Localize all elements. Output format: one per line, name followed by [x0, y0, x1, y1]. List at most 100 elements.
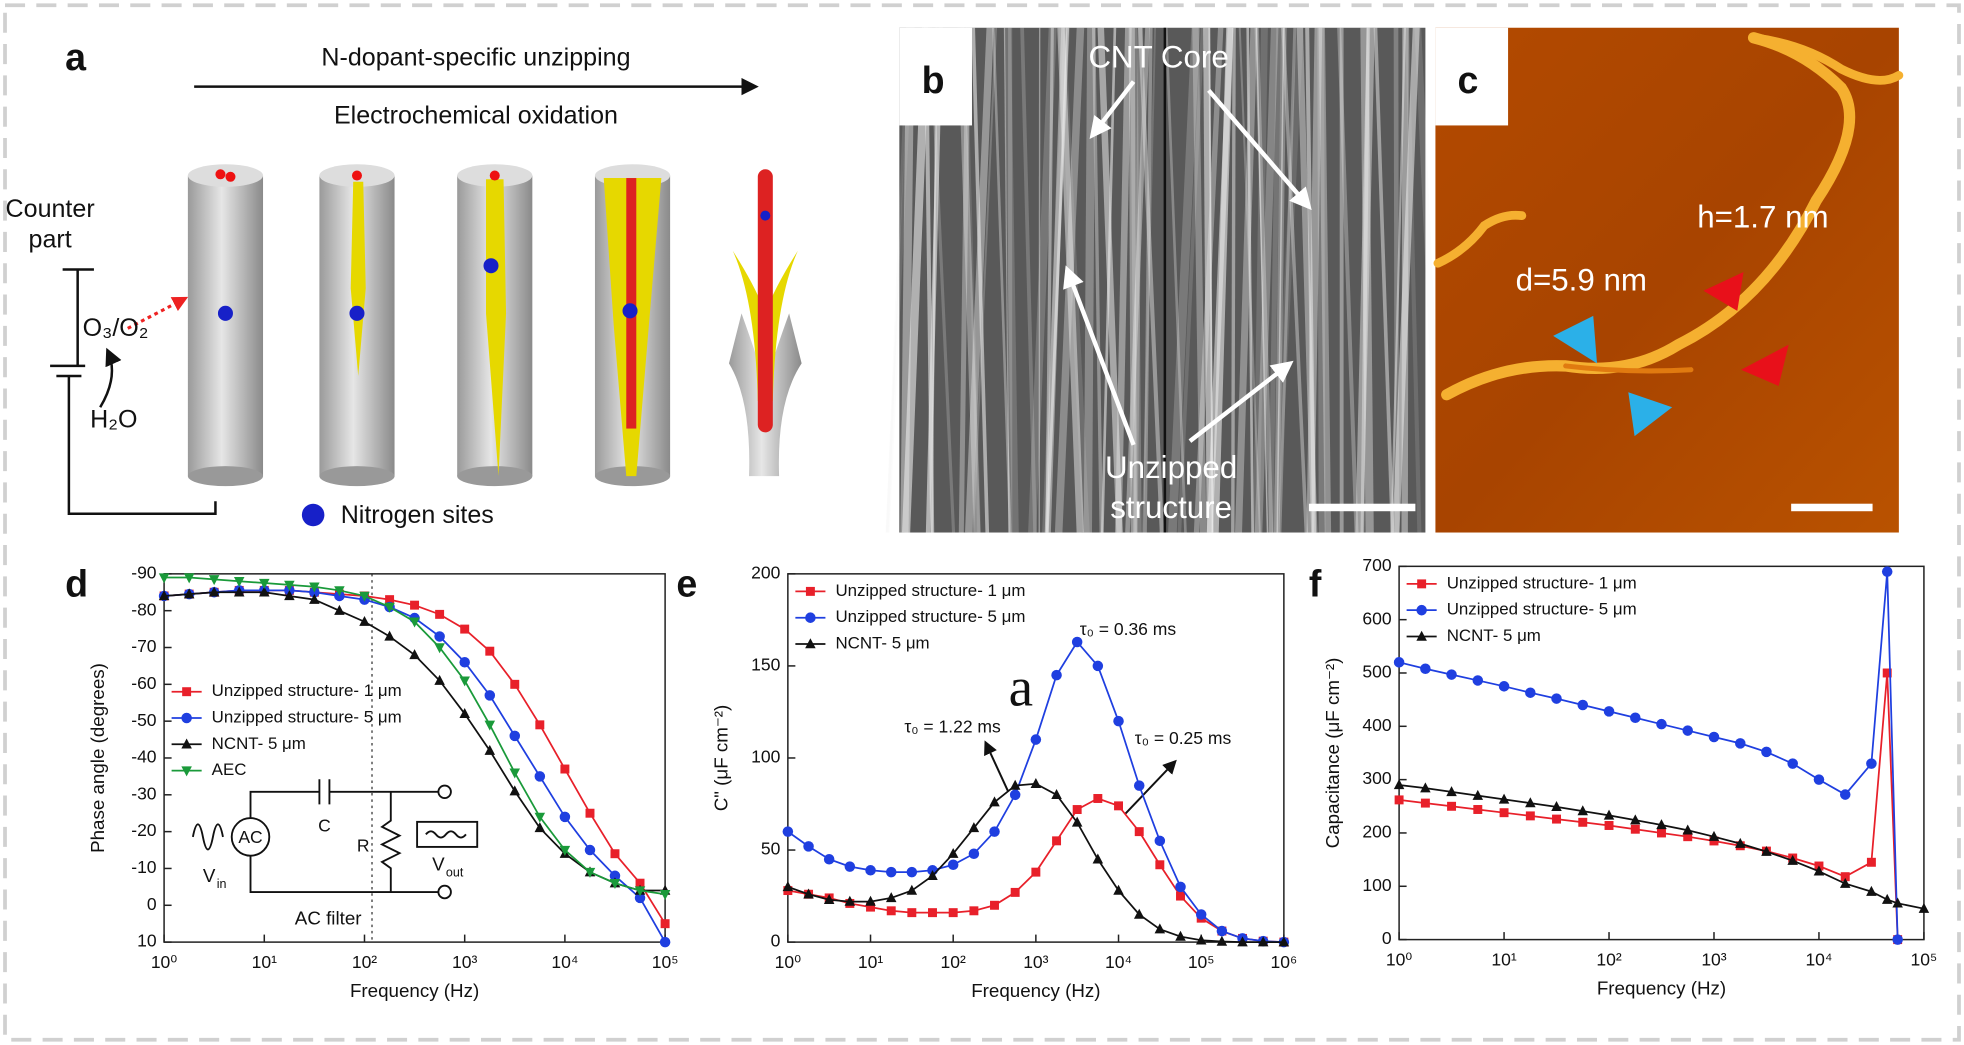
afm-image [1435, 27, 1899, 533]
marker [584, 867, 596, 878]
marker [233, 586, 245, 597]
marker [1708, 731, 1720, 743]
x-tick-label: 10³ [452, 952, 477, 972]
sem-image [899, 27, 1426, 533]
marker [1577, 699, 1589, 711]
arrow-top-text: N-dopant-specific unzipping [321, 44, 630, 72]
marker [1030, 777, 1042, 788]
marker [1052, 836, 1062, 846]
marker [1071, 636, 1083, 648]
marker [1892, 897, 1903, 908]
fiber [1177, 27, 1205, 533]
x-tick-label: 10⁵ [652, 952, 679, 972]
annotations: τ₀ = 0.36 ms τ₀ = 1.22 ms τ₀ = 0.25 ms a [904, 619, 1232, 816]
marker [1840, 872, 1850, 882]
fiber [1252, 27, 1268, 533]
y-tick-label: 100 [1362, 875, 1391, 895]
marker [1656, 718, 1667, 730]
inset-text: in [217, 877, 227, 891]
marker [334, 604, 345, 615]
marker [1092, 660, 1104, 672]
marker [886, 906, 896, 916]
fiber [1020, 27, 1037, 533]
marker [584, 844, 596, 856]
sem-arrows [1063, 80, 1312, 446]
fiber [1045, 27, 1070, 533]
x-tick-label: 10³ [1023, 952, 1048, 972]
marker [1154, 923, 1166, 934]
legend-marker [1416, 604, 1427, 616]
marker [1133, 908, 1145, 919]
fiber [1193, 27, 1224, 533]
fiber [1203, 27, 1214, 533]
marker [1839, 877, 1851, 888]
marker [434, 674, 445, 685]
marker [309, 593, 320, 604]
legend-marker [1416, 630, 1427, 641]
fiber [1390, 27, 1407, 533]
marker [1093, 794, 1103, 803]
x-tick-label: 10⁵ [1911, 950, 1938, 970]
marker [1072, 805, 1082, 815]
marker [484, 744, 496, 755]
y-tick-label: 200 [751, 562, 780, 582]
marker [359, 591, 370, 602]
marker [1216, 925, 1228, 937]
marker [1133, 780, 1145, 791]
fiber [1337, 27, 1359, 533]
plot-frame [1398, 565, 1925, 941]
marker [1195, 934, 1207, 945]
marker [1603, 809, 1615, 820]
marker [1420, 782, 1431, 793]
fiber [1083, 27, 1096, 533]
panel-b: b CNT Core Unzipped structure [885, 27, 1445, 533]
fiber [1373, 27, 1395, 533]
y-tick-label: -70 [131, 636, 157, 656]
marker [1446, 669, 1457, 680]
marker [947, 847, 959, 858]
y-tick-label: 500 [1362, 662, 1391, 682]
marker [906, 866, 918, 878]
marker [948, 908, 958, 918]
fiber [1268, 27, 1282, 533]
afm-fibers [1433, 32, 1904, 401]
y-axis-title: Phase angle (degrees) [87, 663, 108, 853]
marker [560, 764, 570, 774]
marker [434, 631, 445, 642]
marker [1498, 681, 1510, 692]
legend-label: Unzipped structure- 1 μm [1447, 573, 1637, 592]
fiber [971, 27, 990, 533]
y-tick-label: 10 [137, 931, 157, 951]
y-tick-label: 400 [1362, 715, 1391, 735]
x-tick-label: 10¹ [858, 952, 883, 972]
marker [1709, 836, 1719, 846]
nanotubes [187, 164, 802, 487]
x-tick-label: 10⁰ [151, 952, 178, 972]
y-tick-label: 700 [1362, 555, 1391, 575]
x-axis-title: Frequency (Hz) [1597, 978, 1726, 999]
x-axis-title: Frequency (Hz) [971, 980, 1100, 1001]
fiber [1004, 27, 1019, 533]
inset-text: R [357, 836, 370, 856]
fiber [1138, 27, 1164, 533]
panel-label: e [676, 562, 697, 604]
legend-label: NCNT- 5 μm [212, 734, 306, 753]
fiber [1097, 27, 1123, 533]
marker [968, 822, 980, 833]
marker [1009, 779, 1021, 790]
x-tick-label: 10² [352, 952, 377, 972]
marker [823, 853, 835, 865]
fiber [1355, 27, 1375, 533]
marker [659, 890, 671, 901]
marker [1155, 860, 1165, 870]
inset-text: C [318, 815, 331, 835]
fiber [1125, 27, 1150, 533]
marker [1051, 669, 1062, 681]
label-box [899, 27, 972, 126]
marker [1113, 715, 1124, 727]
fiber [992, 27, 1012, 533]
circuit-inset: AC C R V in V out AC filter [191, 573, 479, 943]
marker [284, 590, 295, 601]
nitrogen-legend-dot [301, 503, 325, 527]
panel-label: d [65, 562, 88, 604]
